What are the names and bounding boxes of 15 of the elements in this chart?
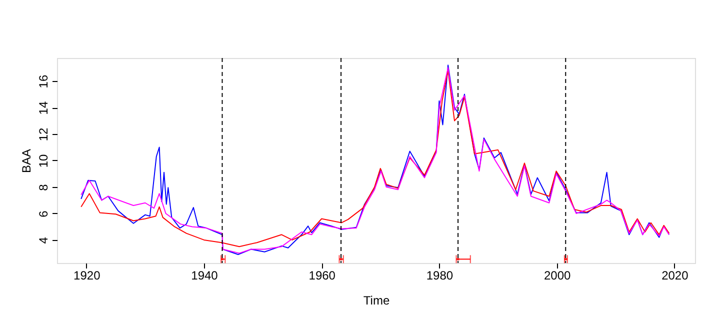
- y-tick-label: 10: [36, 154, 50, 168]
- x-tick-label: 2020: [662, 268, 689, 282]
- x-tick-label: 1980: [426, 268, 454, 282]
- y-tick-label: 16: [36, 74, 50, 88]
- x-tick-label: 1940: [191, 268, 218, 282]
- y-tick-label: 14: [36, 101, 50, 115]
- x-tick-label: 2000: [544, 268, 571, 282]
- y-tick-label: 12: [36, 128, 50, 142]
- y-tick-label: 6: [36, 210, 50, 218]
- x-tick-label: 1920: [74, 268, 101, 282]
- y-tick-label: 8: [36, 184, 50, 191]
- y-tick-label: 4: [36, 236, 50, 244]
- x-tick-label: 1960: [308, 268, 336, 282]
- x-axis-title: Time: [363, 294, 390, 308]
- y-axis-title: BAA: [20, 148, 34, 174]
